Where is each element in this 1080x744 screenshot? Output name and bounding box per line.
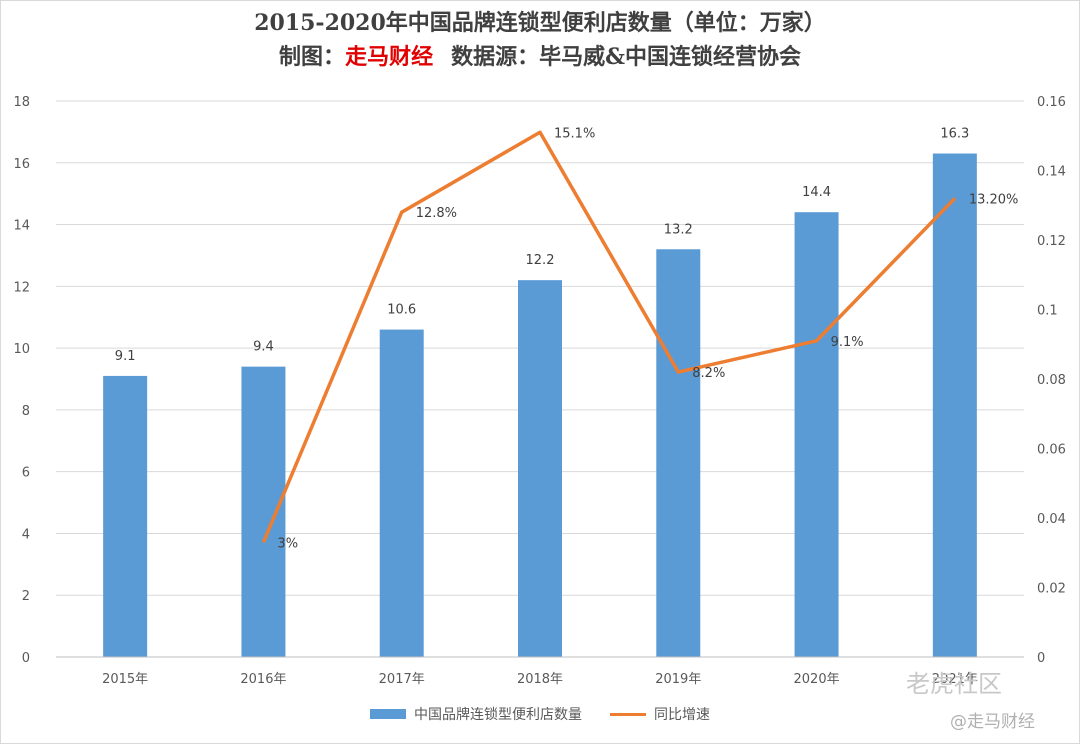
bar-value-label: 9.1 [115,349,136,364]
y-right-tick-label: 0.02 [1037,582,1066,597]
line-data-labels: 3% 12.8% 15.1% 8.2% 9.1% 13.20% [277,126,1018,551]
bar-value-label: 16.3 [940,127,969,142]
growth-value-label: 13.20% [969,192,1019,207]
y-left-tick-label: 16 [13,157,30,172]
legend-swatch-line [610,712,646,716]
y-left-tick-label: 4 [22,527,30,542]
bar [103,375,148,657]
watermark-tiger: 老虎社区 [906,670,1002,698]
growth-value-label: 9.1% [831,335,864,350]
bar-value-label: 10.6 [387,303,416,318]
watermark-brand: @走马财经 [950,712,1035,732]
bar-value-label: 13.2 [664,222,693,237]
x-tick-label: 2021年 [932,672,978,687]
legend-label-line: 同比增速 [654,707,710,723]
line-series [261,130,957,544]
bar-value-label: 12.2 [526,253,555,268]
x-tick-label: 2019年 [655,672,701,687]
y-axis-right: 0 0.02 0.04 0.06 0.08 0.1 0.12 0.14 0.16 [1037,95,1066,666]
legend-item-bar: 中国品牌连锁型便利店数量 [370,704,582,724]
brand-name: 走马财经 [345,44,434,70]
y-left-tick-label: 12 [13,280,30,295]
legend-label-bar: 中国品牌连锁型便利店数量 [414,707,582,723]
subtitle-prefix: 制图： [279,44,346,70]
chart-title-line1: 2015-2020年中国品牌连锁型便利店数量（单位：万家） [254,10,826,36]
y-right-tick-label: 0.1 [1037,304,1058,319]
bar-series [103,153,977,657]
bar [932,153,977,657]
growth-value-label: 8.2% [692,366,725,381]
y-axis-left: 0 2 4 6 8 10 12 14 16 18 [13,95,30,666]
x-tick-label: 2018年 [517,672,563,687]
x-axis: 2015年 2016年 2017年 2018年 2019年 2020年 2021年 [56,656,1024,687]
y-left-tick-label: 2 [22,589,30,604]
bar [241,366,286,657]
growth-value-label: 15.1% [554,126,595,141]
legend-item-line: 同比增速 [610,704,710,724]
x-tick-label: 2015年 [102,672,148,687]
y-right-tick-label: 0.16 [1037,95,1066,110]
y-left-tick-label: 0 [22,651,30,666]
legend: 中国品牌连锁型便利店数量 同比增速 [0,704,1080,724]
growth-line [261,130,957,544]
y-right-tick-label: 0 [1037,651,1045,666]
bar [794,212,839,657]
bar [379,329,424,657]
bar-value-label: 14.4 [802,185,831,200]
y-left-tick-label: 14 [13,219,30,234]
bar-value-label: 9.4 [253,340,274,355]
growth-value-label: 3% [277,536,298,551]
x-tick-label: 2020年 [794,672,840,687]
y-right-tick-label: 0.12 [1037,234,1066,249]
y-left-tick-label: 10 [13,342,30,357]
y-right-tick-label: 0.06 [1037,443,1066,458]
legend-swatch-bar [370,709,406,719]
y-left-tick-label: 6 [22,466,30,481]
y-right-tick-label: 0.08 [1037,373,1066,388]
y-right-tick-label: 0.14 [1037,165,1066,180]
data-source: 数据源：毕马威&中国连锁经营协会 [451,44,801,70]
y-right-tick-label: 0.04 [1037,512,1066,527]
chart-title: 2015-2020年中国品牌连锁型便利店数量（单位：万家） [0,8,1080,38]
x-tick-label: 2017年 [379,672,425,687]
growth-value-label: 12.8% [416,206,457,221]
x-tick-label: 2016年 [240,672,286,687]
y-left-tick-label: 8 [22,404,30,419]
bar-data-labels: 9.1 9.4 10.6 12.2 13.2 14.4 16.3 [115,127,970,364]
y-left-tick-label: 18 [13,95,30,110]
chart-subtitle: 制图：走马财经 数据源：毕马威&中国连锁经营协会 [0,42,1080,72]
bar [518,280,562,657]
bar [656,249,701,657]
